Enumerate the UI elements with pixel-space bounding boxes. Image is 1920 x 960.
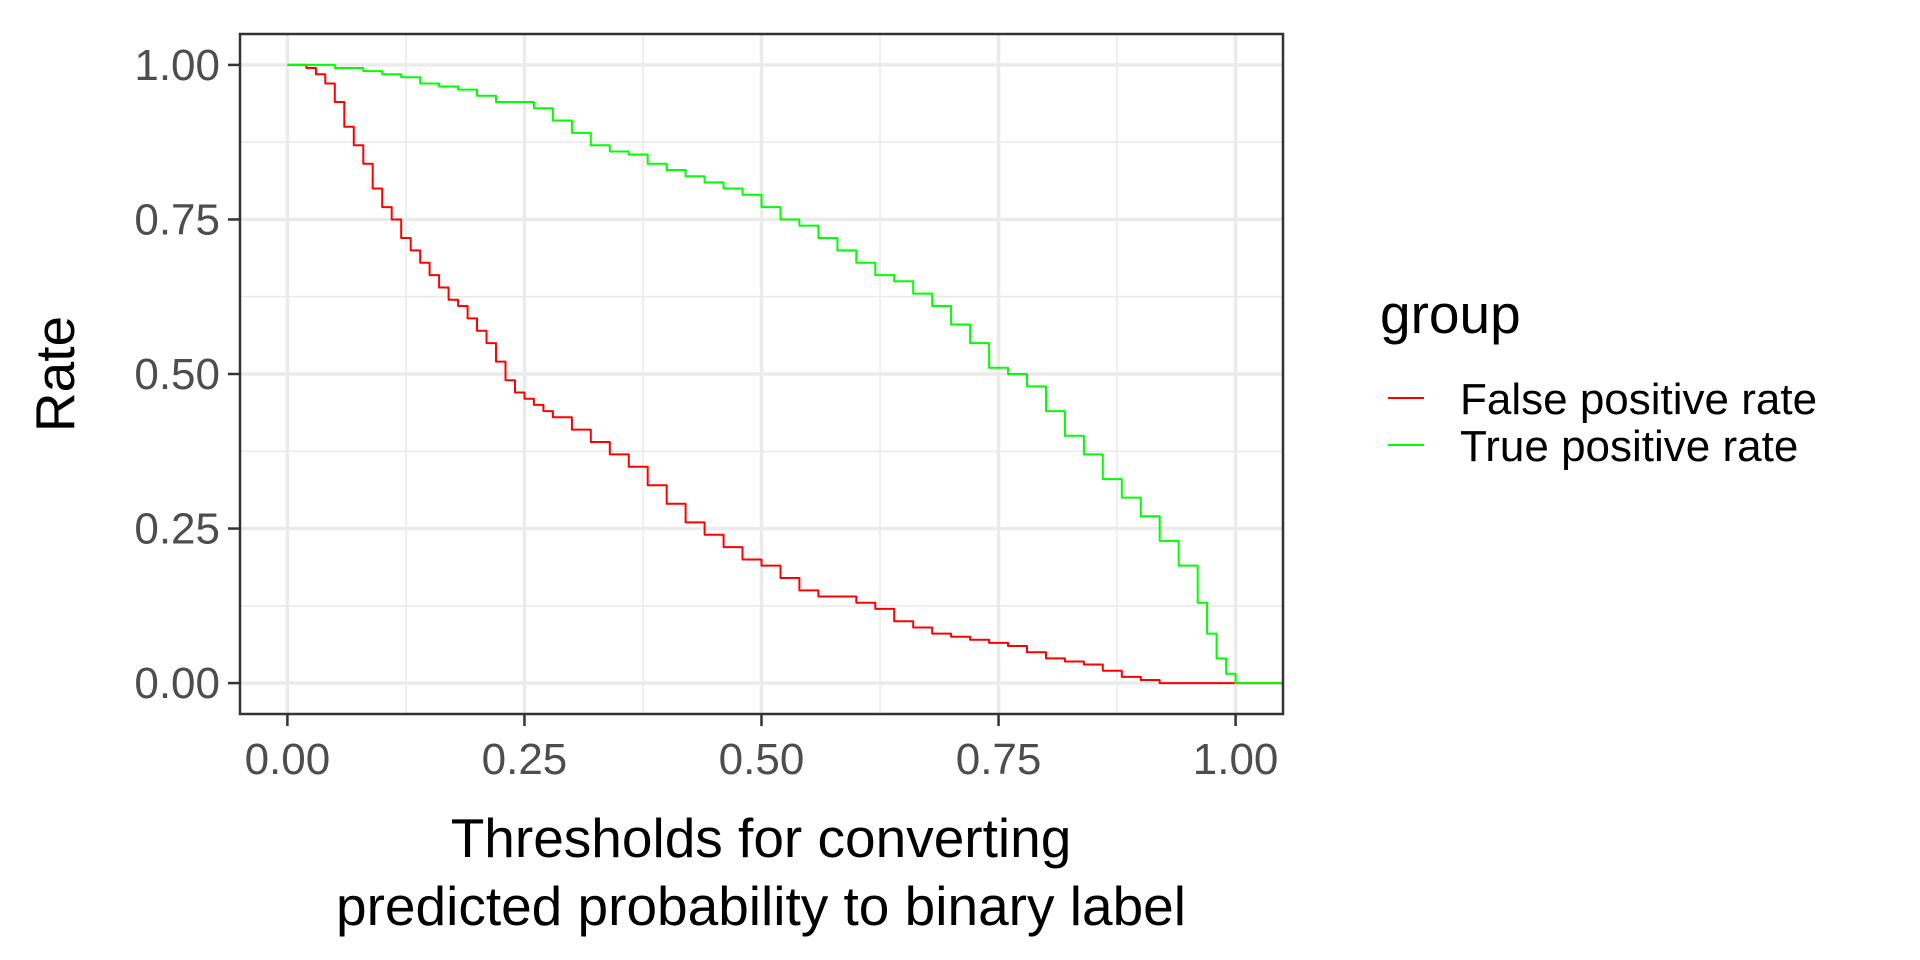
- x-axis-title-line-2: predicted probability to binary label: [336, 875, 1186, 937]
- y-tick-label: 0.50: [134, 350, 220, 399]
- x-tick-label: 0.25: [482, 735, 568, 784]
- x-axis-ticks: 0.00 0.25 0.50 0.75 1.00: [245, 714, 1279, 784]
- series-line-true-positive-rate: [287, 63, 1283, 685]
- legend: group False positive rate True positive …: [1380, 283, 1817, 471]
- x-tick-label: 0.00: [245, 735, 331, 784]
- legend-label-true-positive-rate: True positive rate: [1460, 422, 1798, 471]
- x-tick-label: 1.00: [1193, 735, 1279, 784]
- y-tick-label: 0.25: [134, 505, 220, 554]
- series-line-false-positive-rate: [287, 63, 1283, 685]
- legend-title: group: [1380, 283, 1521, 345]
- x-tick-label: 0.75: [956, 735, 1042, 784]
- x-axis-title-line-1: Thresholds for converting: [451, 807, 1072, 869]
- major-gridlines: [240, 34, 1283, 714]
- y-tick-label: 0.00: [134, 659, 220, 708]
- y-axis-ticks: 0.00 0.25 0.50 0.75 1.00: [134, 41, 240, 708]
- y-axis-title: Rate: [24, 316, 86, 432]
- legend-label-false-positive-rate: False positive rate: [1460, 375, 1817, 424]
- y-tick-label: 0.75: [134, 195, 220, 244]
- series-lines: [287, 63, 1283, 685]
- x-tick-label: 0.50: [719, 735, 805, 784]
- y-tick-label: 1.00: [134, 41, 220, 90]
